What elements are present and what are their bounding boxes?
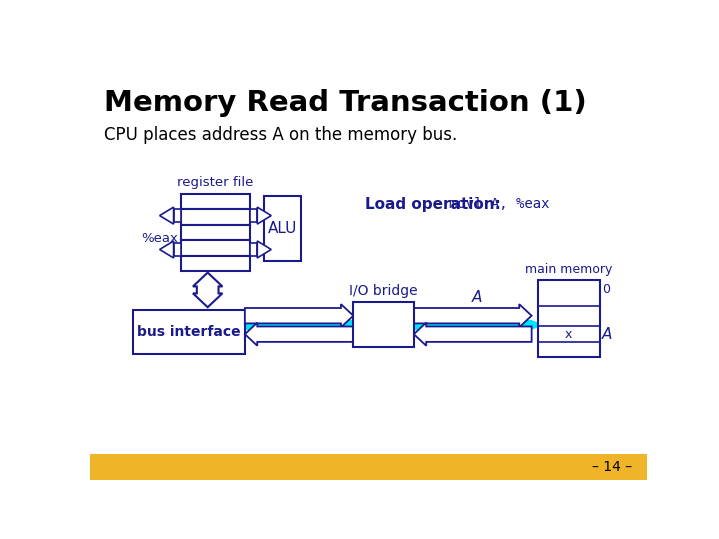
Polygon shape	[245, 323, 353, 345]
Bar	[538, 280, 600, 357]
Polygon shape	[245, 304, 353, 327]
Polygon shape	[531, 320, 546, 329]
Text: Memory Read Transaction (1): Memory Read Transaction (1)	[104, 89, 587, 118]
Text: 0: 0	[602, 282, 610, 295]
Text: CPU places address A on the memory bus.: CPU places address A on the memory bus.	[104, 126, 457, 144]
Bar	[181, 194, 249, 210]
Bar	[353, 302, 414, 347]
Bar	[173, 210, 181, 222]
Bar	[181, 255, 249, 271]
Bar	[249, 210, 257, 222]
Polygon shape	[257, 207, 271, 224]
Bar	[265, 196, 301, 261]
Text: Load operation:: Load operation:	[365, 197, 506, 212]
Polygon shape	[257, 241, 271, 258]
Polygon shape	[160, 207, 173, 224]
Text: ALU: ALU	[268, 221, 298, 236]
Bar	[173, 243, 181, 255]
Text: – 14 –: – 14 –	[592, 460, 633, 474]
Bar	[249, 243, 257, 255]
Text: bus interface: bus interface	[137, 325, 240, 339]
Bar	[132, 309, 245, 354]
Text: %eax: %eax	[142, 232, 178, 245]
Bar	[181, 240, 249, 255]
Bar	[245, 320, 531, 329]
Text: x: x	[565, 328, 572, 341]
Text: movl A, %eax: movl A, %eax	[449, 197, 549, 211]
Bar	[181, 225, 249, 240]
Polygon shape	[414, 323, 531, 345]
Polygon shape	[193, 273, 222, 307]
Bar	[181, 210, 249, 225]
Polygon shape	[90, 453, 647, 480]
Text: A: A	[472, 290, 482, 305]
Text: main memory: main memory	[525, 264, 613, 277]
Text: I/O bridge: I/O bridge	[349, 284, 418, 298]
Text: register file: register file	[178, 176, 254, 189]
Polygon shape	[160, 241, 173, 258]
Polygon shape	[414, 304, 531, 327]
Text: A: A	[602, 327, 613, 342]
